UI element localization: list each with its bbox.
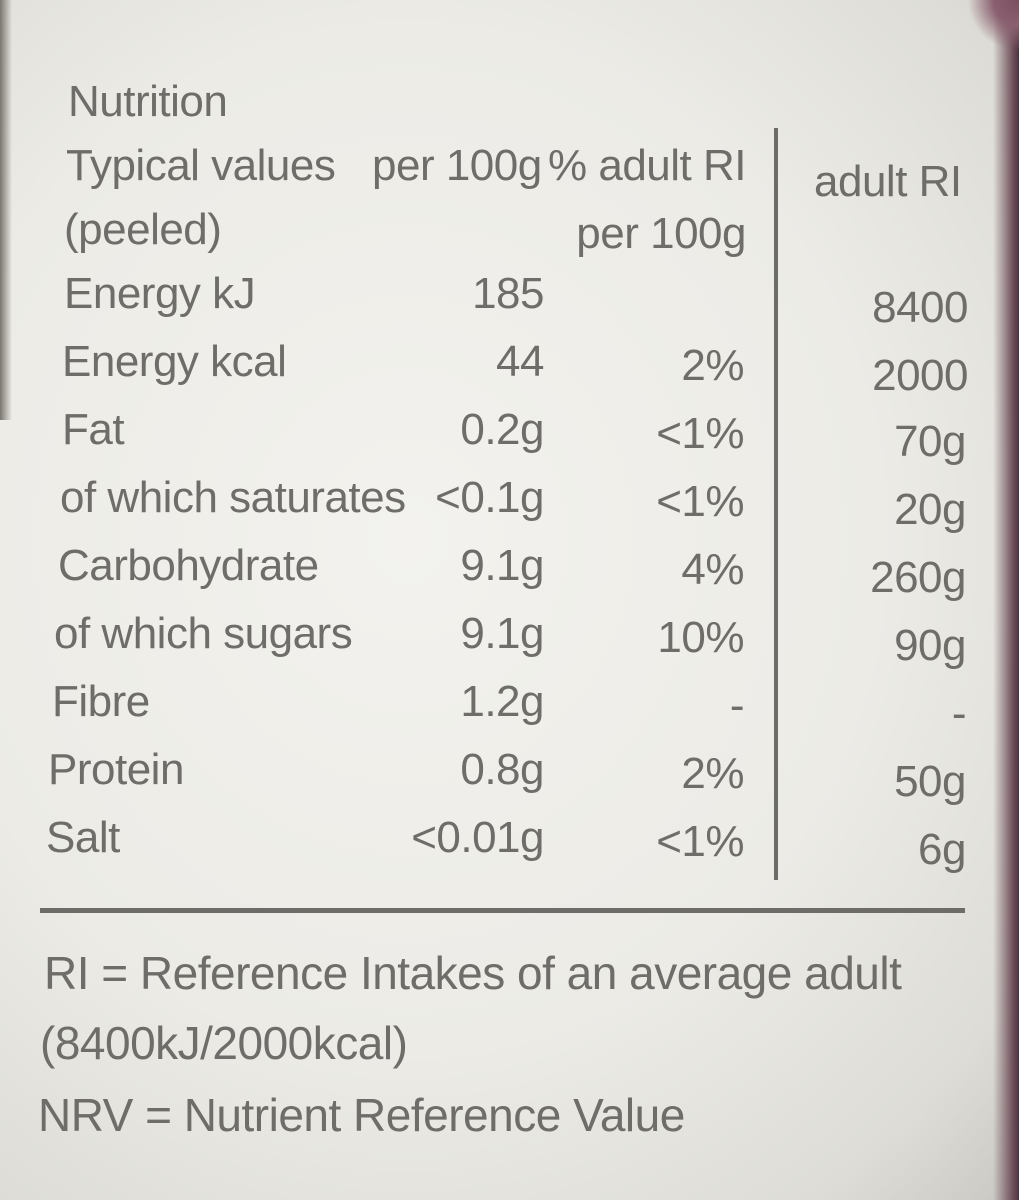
column-divider [774,128,778,880]
packaging-corner [959,0,1019,60]
row-fibre-per100: 1.2g [460,677,544,726]
row-sugars-ri-pct: 10% [657,613,744,662]
row-saturates-adult-ri: 20g [894,485,966,534]
row-salt-name: Salt [46,813,120,862]
row-fibre-adult-ri: - [951,689,967,738]
row-energy-kj-adult-ri: 8400 [872,283,968,332]
row-salt-ri-pct: <1% [656,817,744,866]
row-energy-kcal-ri-pct: 2% [681,341,744,390]
row-carbohydrate-adult-ri: 260g [870,553,966,602]
row-salt-per100: <0.01g [411,813,544,862]
row-protein-per100: 0.8g [460,745,544,794]
header-percent-adult-ri: % adult RI [548,141,746,190]
header-per-100g: per 100g [372,141,542,190]
header-ri-per-100g: per 100g [576,209,746,258]
nutrition-title: Nutrition [68,77,228,126]
row-fat-per100: 0.2g [460,405,544,454]
row-sugars-name: of which sugars [54,609,353,658]
packaging-right-edge [993,0,1019,1200]
paper-left-edge-shadow [0,0,12,420]
row-sugars-adult-ri: 90g [894,621,966,670]
footnote-ri-energy: (8400kJ/2000kcal) [40,1017,408,1069]
footnote-nrv-definition: NRV = Nutrient Reference Value [38,1089,685,1141]
row-energy-kj-per100: 185 [472,269,544,318]
row-saturates-ri-pct: <1% [656,477,744,526]
row-carbohydrate-per100: 9.1g [460,541,544,590]
row-sugars-per100: 9.1g [460,609,544,658]
row-protein-name: Protein [48,745,184,794]
row-fat-adult-ri: 70g [894,417,966,466]
row-saturates-name: of which saturates [60,473,406,522]
row-carbohydrate-name: Carbohydrate [58,541,319,590]
row-energy-kj-name: Energy kJ [64,269,256,318]
header-peeled: (peeled) [64,205,222,254]
row-energy-kcal-name: Energy kcal [62,337,287,386]
row-fibre-ri-pct: - [729,681,745,730]
footer-divider [40,908,965,913]
row-protein-ri-pct: 2% [681,749,744,798]
row-energy-kcal-adult-ri: 2000 [872,351,968,400]
row-carbohydrate-ri-pct: 4% [681,545,744,594]
row-fat-ri-pct: <1% [656,409,744,458]
header-typical-values: Typical values [66,141,336,190]
header-adult-ri: adult RI [814,157,962,206]
row-protein-adult-ri: 50g [894,757,966,806]
row-fibre-name: Fibre [52,677,150,726]
row-salt-adult-ri: 6g [918,825,966,874]
footnote-ri-definition: RI = Reference Intakes of an average adu… [44,947,902,999]
row-energy-kcal-per100: 44 [496,337,544,386]
row-fat-name: Fat [62,405,125,454]
row-saturates-per100: <0.1g [435,473,544,522]
